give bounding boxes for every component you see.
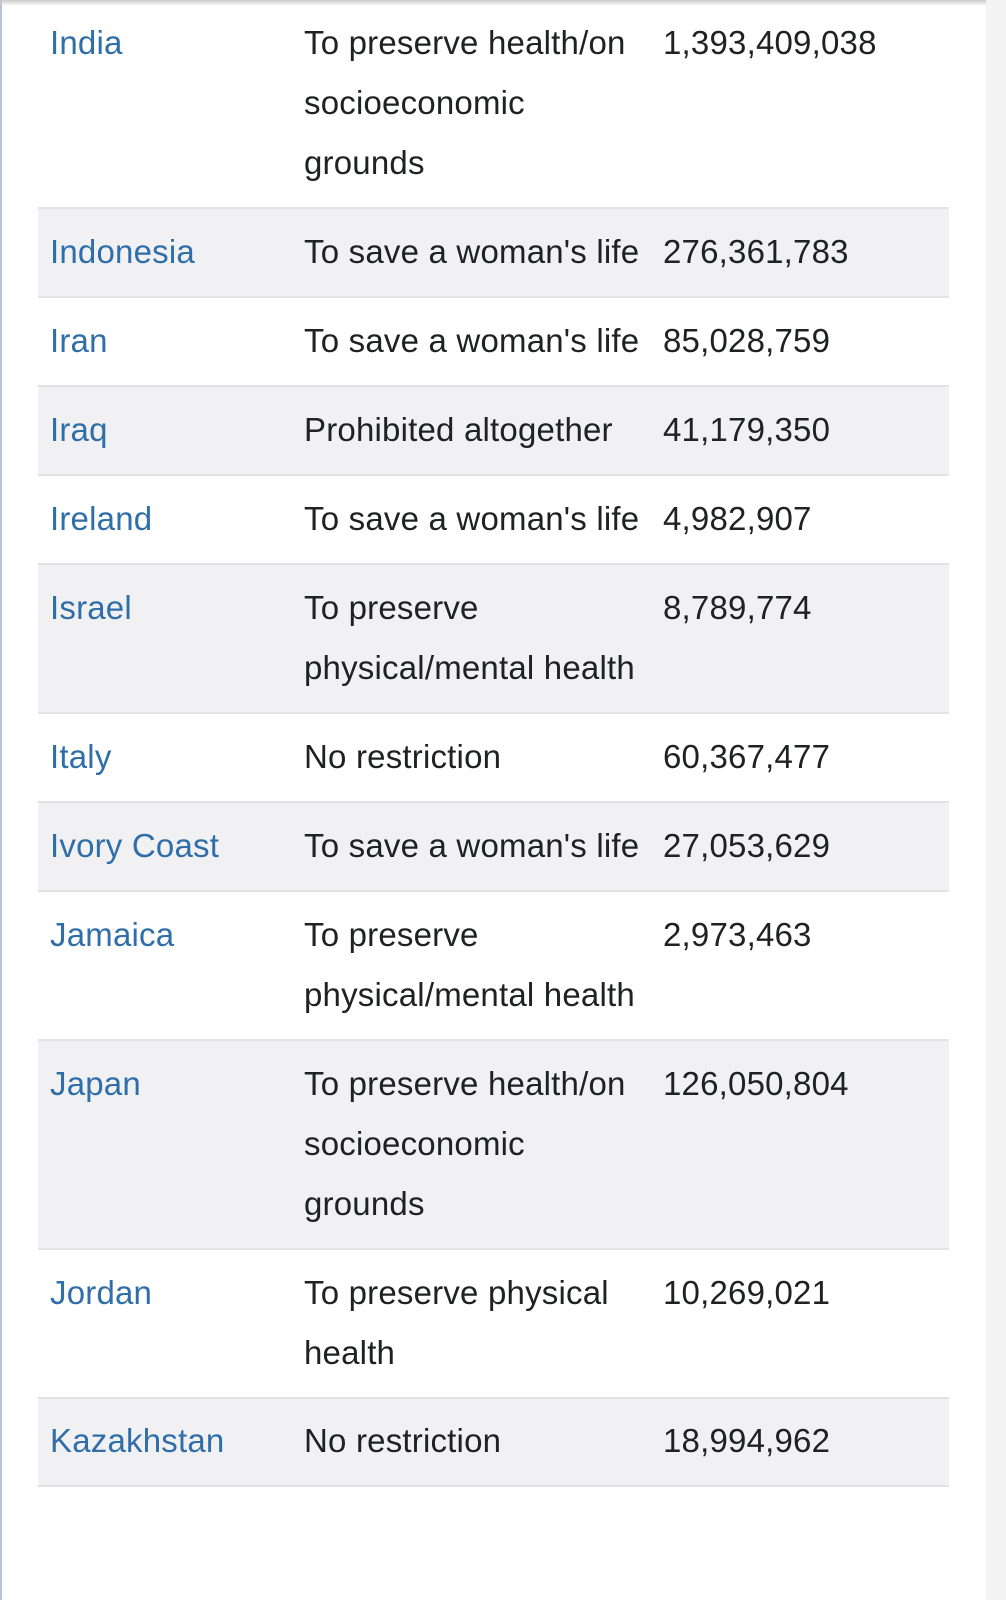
country-link[interactable]: Iraq xyxy=(50,411,108,448)
country-link[interactable]: Kazakhstan xyxy=(50,1422,225,1459)
population-cell: 1,393,409,038 xyxy=(663,24,877,61)
page-left-border xyxy=(0,0,2,1600)
grounds-cell: To save a woman's life xyxy=(304,500,640,537)
table-row: Iran To save a woman's life 85,028,759 xyxy=(38,297,949,386)
table-row: India To preserve health/on socioeconomi… xyxy=(38,0,949,208)
country-link[interactable]: Israel xyxy=(50,589,132,626)
table-row: Ivory Coast To save a woman's life 27,05… xyxy=(38,802,949,891)
grounds-cell: No restriction xyxy=(304,1422,502,1459)
toolbar-shadow xyxy=(0,0,986,6)
population-cell: 126,050,804 xyxy=(663,1065,849,1102)
grounds-cell: To preserve physical health xyxy=(304,1274,609,1371)
population-cell: 85,028,759 xyxy=(663,322,831,359)
table-row: Jordan To preserve physical health 10,26… xyxy=(38,1249,949,1398)
population-cell: 60,367,477 xyxy=(663,738,831,775)
table-row: Israel To preserve physical/mental healt… xyxy=(38,564,949,713)
country-link[interactable]: India xyxy=(50,24,123,61)
table-row: Italy No restriction 60,367,477 xyxy=(38,713,949,802)
population-cell: 41,179,350 xyxy=(663,411,831,448)
table-row: Iraq Prohibited altogether 41,179,350 xyxy=(38,386,949,475)
grounds-cell: To preserve physical/mental health xyxy=(304,589,635,686)
grounds-cell: To preserve health/on socioeconomic grou… xyxy=(304,1065,626,1222)
grounds-cell: To save a woman's life xyxy=(304,233,640,270)
table-row: Indonesia To save a woman's life 276,361… xyxy=(38,208,949,297)
table-row: Jamaica To preserve physical/mental heal… xyxy=(38,891,949,1040)
population-cell: 27,053,629 xyxy=(663,827,831,864)
population-cell: 18,994,962 xyxy=(663,1422,831,1459)
country-link[interactable]: Jamaica xyxy=(50,916,175,953)
table-row: Kazakhstan No restriction 18,994,962 xyxy=(38,1398,949,1486)
table-row: Japan To preserve health/on socioeconomi… xyxy=(38,1040,949,1249)
table-row: Ireland To save a woman's life 4,982,907 xyxy=(38,475,949,564)
grounds-cell: To preserve health/on socioeconomic grou… xyxy=(304,24,626,181)
population-cell: 8,789,774 xyxy=(663,589,812,626)
country-link[interactable]: Ivory Coast xyxy=(50,827,220,864)
grounds-cell: To preserve physical/mental health xyxy=(304,916,635,1013)
country-link[interactable]: Ireland xyxy=(50,500,153,537)
grounds-cell: Prohibited altogether xyxy=(304,411,613,448)
grounds-cell: To save a woman's life xyxy=(304,322,640,359)
population-cell: 4,982,907 xyxy=(663,500,812,537)
page-right-edge xyxy=(986,0,1006,1600)
country-link[interactable]: Japan xyxy=(50,1065,141,1102)
population-cell: 2,973,463 xyxy=(663,916,812,953)
country-link[interactable]: Iran xyxy=(50,322,108,359)
country-link[interactable]: Indonesia xyxy=(50,233,195,270)
country-link[interactable]: Jordan xyxy=(50,1274,153,1311)
abortion-law-table: India To preserve health/on socioeconomi… xyxy=(38,0,949,1487)
country-link[interactable]: Italy xyxy=(50,738,112,775)
population-cell: 10,269,021 xyxy=(663,1274,831,1311)
grounds-cell: No restriction xyxy=(304,738,502,775)
population-cell: 276,361,783 xyxy=(663,233,849,270)
grounds-cell: To save a woman's life xyxy=(304,827,640,864)
